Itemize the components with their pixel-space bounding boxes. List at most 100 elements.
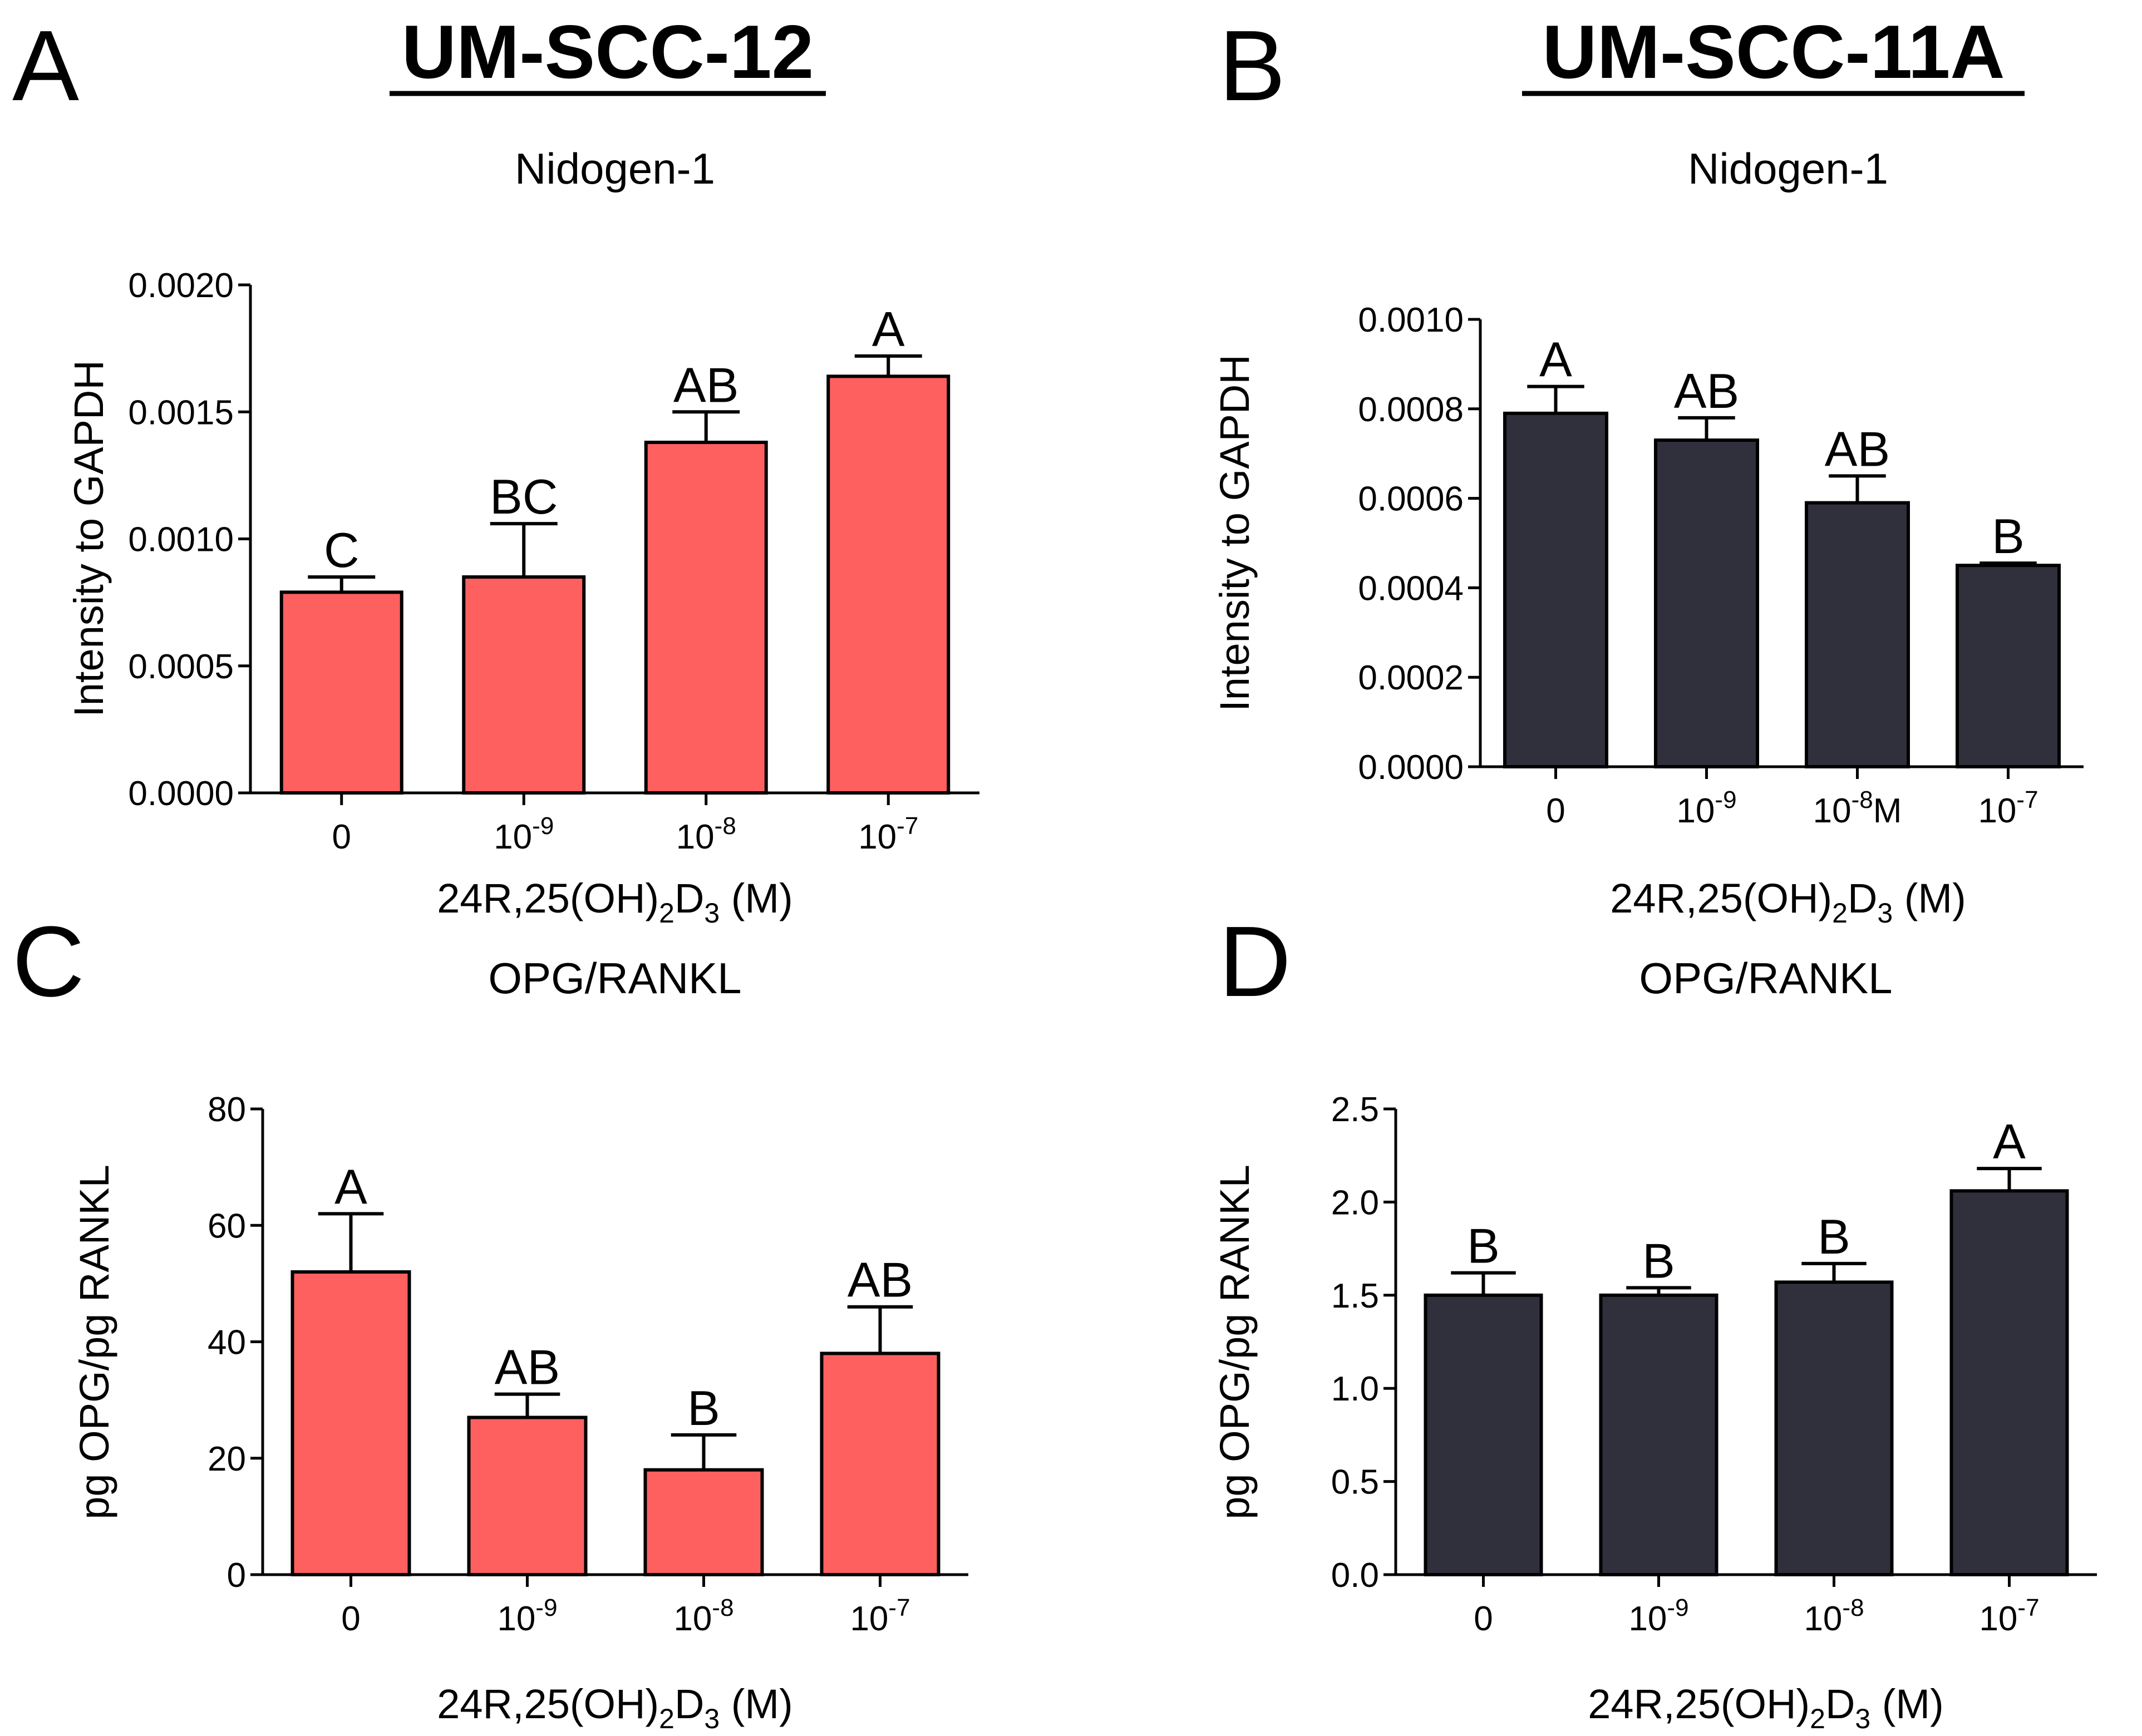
- x-tick-label-base: 10: [676, 818, 715, 856]
- bar: [643, 1468, 764, 1577]
- bar: [1424, 1293, 1543, 1577]
- x-tick-label-exponent: -9: [1715, 786, 1736, 813]
- x-tick-label-base: 10: [1804, 1600, 1842, 1638]
- panel-b-plot: 0.0000 0.0002 0.0004 0.0006 0.0008 0.0010 A 0 AB…: [1358, 301, 2084, 830]
- significance-label: BC: [490, 469, 558, 524]
- panel-d-ylabel: pg OPG/pg RANKL: [1212, 1165, 1258, 1520]
- panel-a-title: Nidogen-1: [515, 144, 715, 193]
- panel-b-xlabel-base: 24R,25(OH): [1610, 875, 1832, 921]
- x-tick-label-exponent: -9: [1667, 1594, 1688, 1621]
- panel-b: B Nidogen-1 0.00000.00020.00040.00060.00…: [1212, 10, 2084, 929]
- header-um-scc-12: UM-SCC-12: [402, 9, 814, 94]
- bar: [644, 441, 768, 795]
- panel-c-xlabel-tail: (M): [720, 1681, 793, 1727]
- panel-d-xlabel-sub2: 3: [1855, 1703, 1870, 1734]
- x-tick-label-base: 10: [494, 818, 532, 856]
- x-tick-label-base: 10: [1628, 1600, 1667, 1638]
- y-tick-label: 0.0000: [1358, 748, 1464, 787]
- bar: [1949, 1189, 2069, 1576]
- significance-label: B: [1642, 1233, 1675, 1288]
- bar: [462, 575, 586, 795]
- x-tick-label-base: 10: [858, 818, 897, 856]
- y-tick-label: 2.5: [1331, 1091, 1379, 1129]
- panel-a: A Nidogen-1 0.0000 0.0005 0.0010 0.0015 0.00…: [12, 10, 979, 929]
- panel-d-xlabel-base: 24R,25(OH): [1588, 1681, 1810, 1727]
- y-tick-label: 0.0004: [1358, 569, 1464, 608]
- x-tick-label-base: 0: [332, 818, 351, 856]
- x-tick-label: 10-9: [497, 1594, 557, 1638]
- x-tick-label-exponent: -8: [1842, 1594, 1864, 1621]
- x-tick-label-base: 0: [1546, 792, 1565, 830]
- bar: [290, 1270, 411, 1576]
- panel-d-xlabel: 24R,25(OH)2D3 (M): [1588, 1681, 1943, 1734]
- y-tick-label: 0.5: [1331, 1463, 1379, 1502]
- panel-c: C OPG/RANKL 020406080A0AB10-9B10-8AB10-7…: [12, 906, 968, 1734]
- bar: [1956, 564, 2061, 768]
- panel-b-xlabel-mid: D: [1848, 875, 1877, 921]
- y-tick-label: 1.5: [1331, 1277, 1379, 1315]
- significance-label: B: [1818, 1209, 1850, 1264]
- bar: [467, 1416, 588, 1576]
- x-tick-label-base: 10: [673, 1600, 712, 1638]
- panel-d-xlabel-sub1: 2: [1810, 1703, 1825, 1734]
- x-tick-label-base: 0: [1474, 1600, 1493, 1638]
- panel-c-xlabel-sub1: 2: [659, 1703, 674, 1734]
- x-tick-label: 10-7: [1978, 786, 2038, 830]
- x-tick-label: 10-8M: [1813, 786, 1902, 830]
- x-tick-label: 10-8: [1804, 1594, 1864, 1638]
- y-tick-label: 0.0015: [128, 393, 234, 432]
- y-tick-label: 0.0020: [128, 267, 234, 305]
- x-tick-label-suffix: M: [1873, 792, 1902, 830]
- x-tick-label: 10-8: [676, 812, 736, 856]
- y-tick-label: 1.0: [1331, 1370, 1379, 1408]
- panel-a-xlabel: 24R,25(OH)2D3 (M): [437, 875, 792, 929]
- x-tick-label-exponent: -9: [535, 1594, 557, 1621]
- panel-a-xlabel-sub2: 3: [704, 897, 720, 929]
- bar: [1503, 411, 1608, 768]
- x-tick-label: 10-9: [1676, 786, 1736, 830]
- panel-d-xlabel-tail: (M): [1870, 1681, 1944, 1727]
- header-um-scc-11a: UM-SCC-11A: [1542, 9, 2005, 94]
- x-tick-label: 0: [332, 818, 351, 856]
- x-tick-label: 10-9: [1628, 1594, 1688, 1638]
- x-tick-label: 0: [341, 1600, 360, 1638]
- panel-a-xlabel-mid: D: [674, 875, 704, 921]
- panel-a-plot: 0.00000.00050.00100.00150.0020C0BC10-9AB…: [128, 267, 979, 856]
- bar: [1805, 501, 1910, 768]
- significance-label: AB: [1674, 363, 1739, 418]
- x-tick-label: 10-7: [850, 1594, 910, 1638]
- y-tick-label: 40: [208, 1324, 246, 1362]
- panel-a-xlabel-base: 24R,25(OH): [437, 875, 659, 921]
- x-tick-label-exponent: -7: [897, 812, 918, 840]
- significance-label: AB: [848, 1252, 913, 1308]
- panel-c-xlabel-sub2: 3: [704, 1703, 720, 1734]
- panel-c-xlabel-base: 24R,25(OH): [437, 1681, 659, 1727]
- x-tick-label-exponent: -8: [715, 812, 736, 840]
- y-tick-label: 0.0002: [1358, 659, 1464, 697]
- panel-b-xlabel-sub1: 2: [1832, 897, 1848, 929]
- x-tick-label-base: 10: [497, 1600, 535, 1638]
- x-tick-label: 10-7: [858, 812, 918, 856]
- panel-a-xlabel-tail: (M): [720, 875, 793, 921]
- panel-b-ylabel: Intensity to GAPDH: [1212, 354, 1258, 712]
- x-tick-label-base: 10: [1813, 792, 1852, 830]
- significance-label: C: [324, 522, 360, 578]
- panel-c-ylabel: pg OPG/pg RANKL: [71, 1165, 117, 1520]
- x-tick-label-base: 0: [341, 1600, 360, 1638]
- panel-a-letter: A: [12, 10, 79, 122]
- y-tick-label: 0.0005: [128, 648, 234, 686]
- y-tick-label: 0.0008: [1358, 391, 1464, 429]
- bar: [1774, 1280, 1894, 1576]
- significance-label: AB: [495, 1340, 560, 1395]
- y-tick-label: 0.0006: [1358, 480, 1464, 519]
- x-tick-label: 10-8: [673, 1594, 733, 1638]
- panel-c-letter: C: [12, 906, 85, 1018]
- x-tick-label-exponent: -8: [712, 1594, 733, 1621]
- panel-b-title: Nidogen-1: [1688, 144, 1888, 193]
- bar: [1599, 1293, 1718, 1577]
- significance-label: AB: [673, 357, 738, 412]
- y-tick-label: 60: [208, 1207, 246, 1245]
- x-tick-label: 0: [1474, 1600, 1493, 1638]
- significance-label: A: [872, 302, 905, 357]
